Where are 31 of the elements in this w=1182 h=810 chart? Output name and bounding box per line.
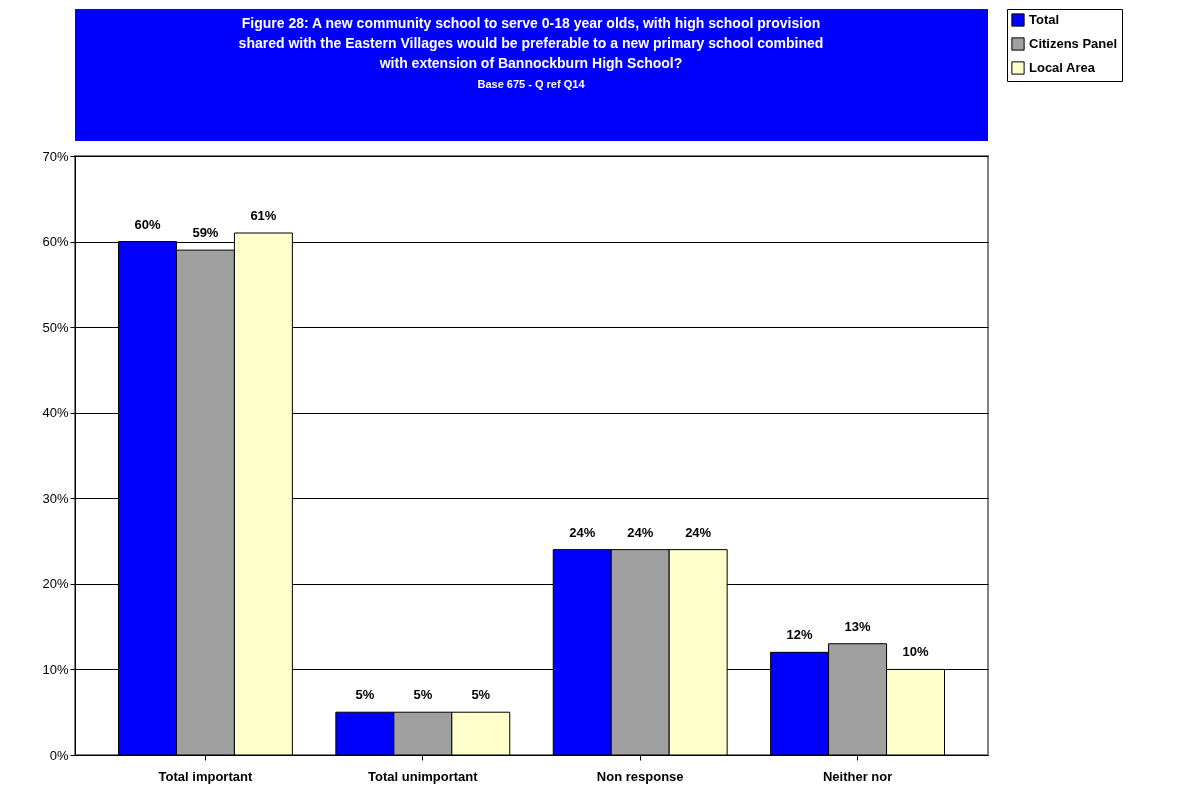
text: 13%: [844, 618, 871, 634]
x-tick-label: Non response: [596, 768, 684, 784]
chart-subtitle: Base 675 - Q ref Q14: [477, 78, 586, 90]
text: 10%: [902, 644, 929, 660]
text: 60%: [134, 216, 161, 232]
text: 24%: [569, 524, 596, 540]
text: 61%: [250, 208, 277, 224]
text: with extension of Bannockburn High School?: [379, 55, 683, 71]
text: shared with the Eastern Villages would be preferable to a new primary school combined: [238, 35, 824, 51]
text: 24%: [685, 524, 712, 540]
text: 5%: [413, 687, 433, 703]
x-tick-label: Total unimportant: [368, 768, 479, 784]
text: 5%: [471, 687, 491, 703]
text: 5%: [355, 687, 375, 703]
text: 59%: [192, 225, 219, 241]
y-tick-label: 0%: [49, 747, 69, 763]
y-tick-label: 70%: [42, 148, 69, 164]
legend-label: Local Area: [1029, 60, 1096, 75]
x-tick-label: Total important: [158, 768, 253, 784]
y-tick-label: 40%: [42, 405, 69, 421]
y-tick-label: 60%: [42, 234, 69, 250]
x-tick-label: Neither nor: [822, 768, 893, 784]
text: 24%: [627, 524, 654, 540]
legend-label: Total: [1029, 12, 1060, 27]
y-tick-label: 50%: [42, 319, 69, 335]
y-tick-label: 30%: [42, 490, 69, 506]
y-tick-label: 10%: [42, 661, 69, 677]
y-tick-label: 20%: [42, 576, 69, 592]
legend-label: Citizens Panel: [1029, 36, 1118, 51]
text: 12%: [786, 627, 813, 643]
text: Figure 28: A new community school to serve 0-18 year olds, with high school provision: [241, 15, 821, 31]
